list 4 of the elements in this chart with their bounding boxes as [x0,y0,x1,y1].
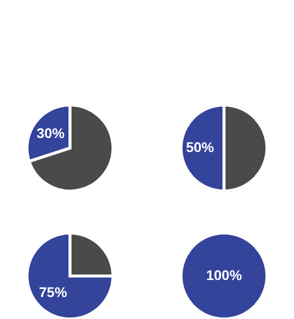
data-label: 50% [186,139,215,155]
data-label: 100% [206,267,242,283]
data-label: 30% [36,124,66,141]
data-label: 75% [39,284,68,300]
